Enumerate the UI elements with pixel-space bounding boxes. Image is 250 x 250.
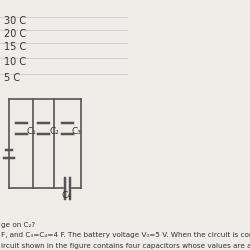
Text: 20 C: 20 C (4, 29, 26, 39)
Text: 30 C: 30 C (4, 16, 26, 26)
Text: ircuit shown in the figure contains four capacitors whose values are as follows:: ircuit shown in the figure contains four… (1, 243, 250, 249)
Text: C₂: C₂ (50, 127, 59, 136)
Text: 5 C: 5 C (4, 73, 20, 83)
Text: C₁: C₁ (27, 127, 37, 136)
Text: 10 C: 10 C (4, 57, 26, 67)
Text: C₃: C₃ (71, 127, 81, 136)
Text: ge on C₂?: ge on C₂? (1, 222, 35, 228)
Text: 15 C: 15 C (4, 42, 26, 52)
Text: C₄: C₄ (61, 190, 71, 200)
Text: F, and C₃=C₄=4 F. The battery voltage V₀=5 V. When the circuit is connected what: F, and C₃=C₄=4 F. The battery voltage V₀… (1, 232, 250, 238)
